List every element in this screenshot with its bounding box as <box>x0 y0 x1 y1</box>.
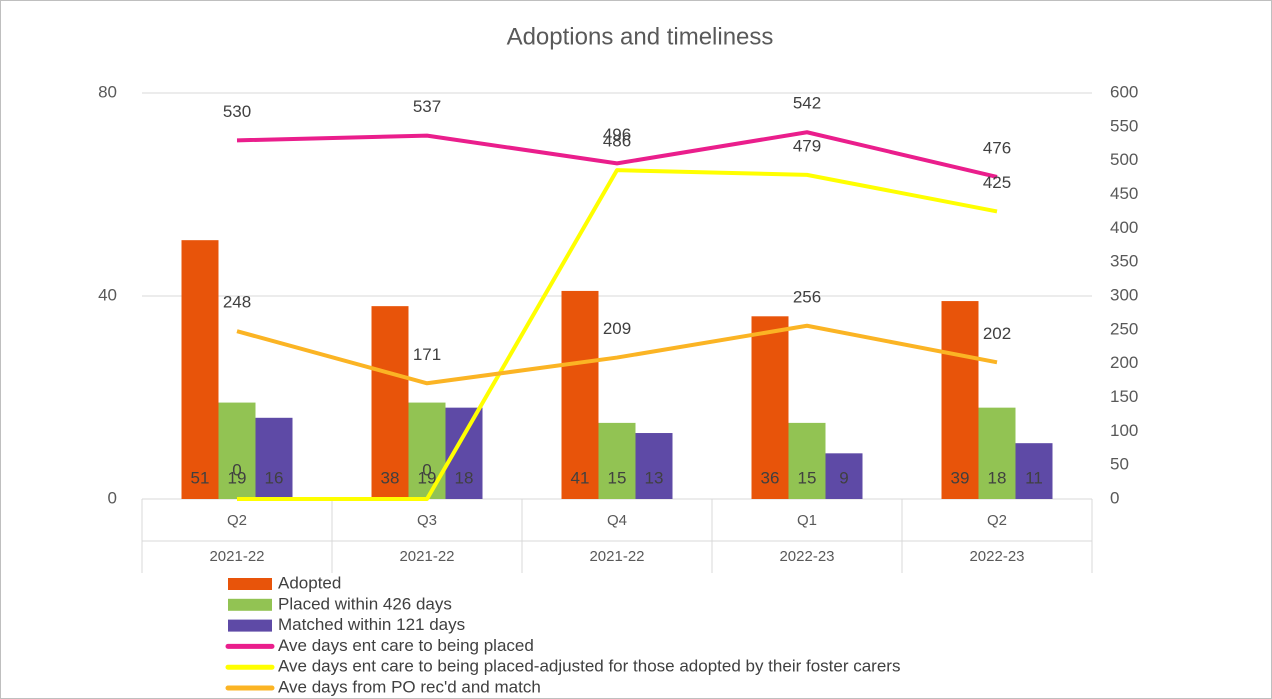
legend-label: Ave days ent care to being placed-adjust… <box>278 657 900 676</box>
bar <box>408 402 446 499</box>
data-label: 19 <box>228 468 247 487</box>
y2-tick-label: 150 <box>1110 387 1138 406</box>
data-label: 476 <box>983 138 1011 157</box>
data-label: 542 <box>793 94 821 113</box>
bar <box>635 433 673 499</box>
y2-tick-label: 0 <box>1110 488 1119 507</box>
y2-tick-label: 400 <box>1110 218 1138 237</box>
y2-tick-label: 300 <box>1110 285 1138 304</box>
data-label: 209 <box>603 319 631 338</box>
x-tick-label: Q1 <box>797 512 817 529</box>
bar <box>255 417 293 499</box>
data-label: 9 <box>839 468 848 487</box>
y2-tick-label: 50 <box>1110 455 1129 474</box>
y2-tick-label: 600 <box>1110 82 1138 101</box>
x-tick-label: Q4 <box>607 512 627 529</box>
x-tick-label: Q2 <box>987 512 1007 529</box>
x-group-label: 2021-22 <box>589 548 644 565</box>
legend-label: Ave days from PO rec'd and match <box>278 677 541 696</box>
bar <box>218 402 256 499</box>
data-label: 51 <box>191 468 210 487</box>
data-label: 15 <box>798 468 817 487</box>
chart-title: Adoptions and timeliness <box>507 23 774 50</box>
data-label: 38 <box>381 468 400 487</box>
data-label: 248 <box>223 293 251 312</box>
data-label: 171 <box>413 345 441 364</box>
y-tick-label: 40 <box>98 285 117 304</box>
data-label: 19 <box>418 468 437 487</box>
x-group-label: 2021-22 <box>209 548 264 565</box>
x-tick-label: Q2 <box>227 512 247 529</box>
bar <box>371 306 409 499</box>
x-group-label: 2021-22 <box>399 548 454 565</box>
x-group-label: 2022-23 <box>779 548 834 565</box>
y2-tick-label: 450 <box>1110 184 1138 203</box>
y2-tick-label: 500 <box>1110 150 1138 169</box>
x-group-label: 2022-23 <box>969 548 1024 565</box>
data-label: 496 <box>603 125 631 144</box>
data-label: 18 <box>455 468 474 487</box>
data-label: 486 <box>603 132 631 151</box>
data-label: 530 <box>223 102 251 121</box>
bar <box>978 407 1016 499</box>
line-series <box>237 168 998 501</box>
y2-tick-label: 100 <box>1110 421 1138 440</box>
data-label: 13 <box>645 468 664 487</box>
y2-tick-label: 200 <box>1110 353 1138 372</box>
data-label: 256 <box>793 287 821 306</box>
x-tick-label: Q3 <box>417 512 437 529</box>
data-label: 537 <box>413 97 441 116</box>
data-label: 39 <box>951 468 970 487</box>
data-label: 36 <box>761 468 780 487</box>
bar <box>598 422 636 499</box>
legend-swatch <box>228 578 272 590</box>
line-series <box>236 323 998 386</box>
y2-tick-label: 250 <box>1110 319 1138 338</box>
line-series <box>236 130 998 179</box>
data-label: 479 <box>793 136 821 155</box>
legend-label: Matched within 121 days <box>278 615 465 634</box>
data-label: 202 <box>983 324 1011 343</box>
legend-swatch <box>228 619 272 632</box>
data-label: 425 <box>983 173 1011 192</box>
bar <box>788 422 826 499</box>
bar <box>1015 443 1053 499</box>
y2-tick-label: 350 <box>1110 252 1138 271</box>
bar <box>825 453 863 499</box>
bar <box>181 240 219 500</box>
legend-swatch <box>228 598 272 611</box>
data-label: 11 <box>1025 468 1043 487</box>
data-label: 18 <box>988 468 1007 487</box>
bar <box>941 301 979 499</box>
y-tick-label: 80 <box>98 82 117 101</box>
y-tick-label: 0 <box>108 488 117 507</box>
y2-tick-label: 550 <box>1110 116 1138 135</box>
bar <box>561 290 599 499</box>
data-label: 0 <box>232 460 241 479</box>
data-label: 16 <box>265 468 284 487</box>
bar <box>751 316 789 499</box>
data-label: 0 <box>422 460 431 479</box>
data-label: 41 <box>571 468 590 487</box>
legend-label: Ave days ent care to being placed <box>278 636 534 655</box>
legend-label: Adopted <box>278 573 341 592</box>
data-label: 15 <box>608 468 627 487</box>
legend-label: Placed within 426 days <box>278 594 452 613</box>
